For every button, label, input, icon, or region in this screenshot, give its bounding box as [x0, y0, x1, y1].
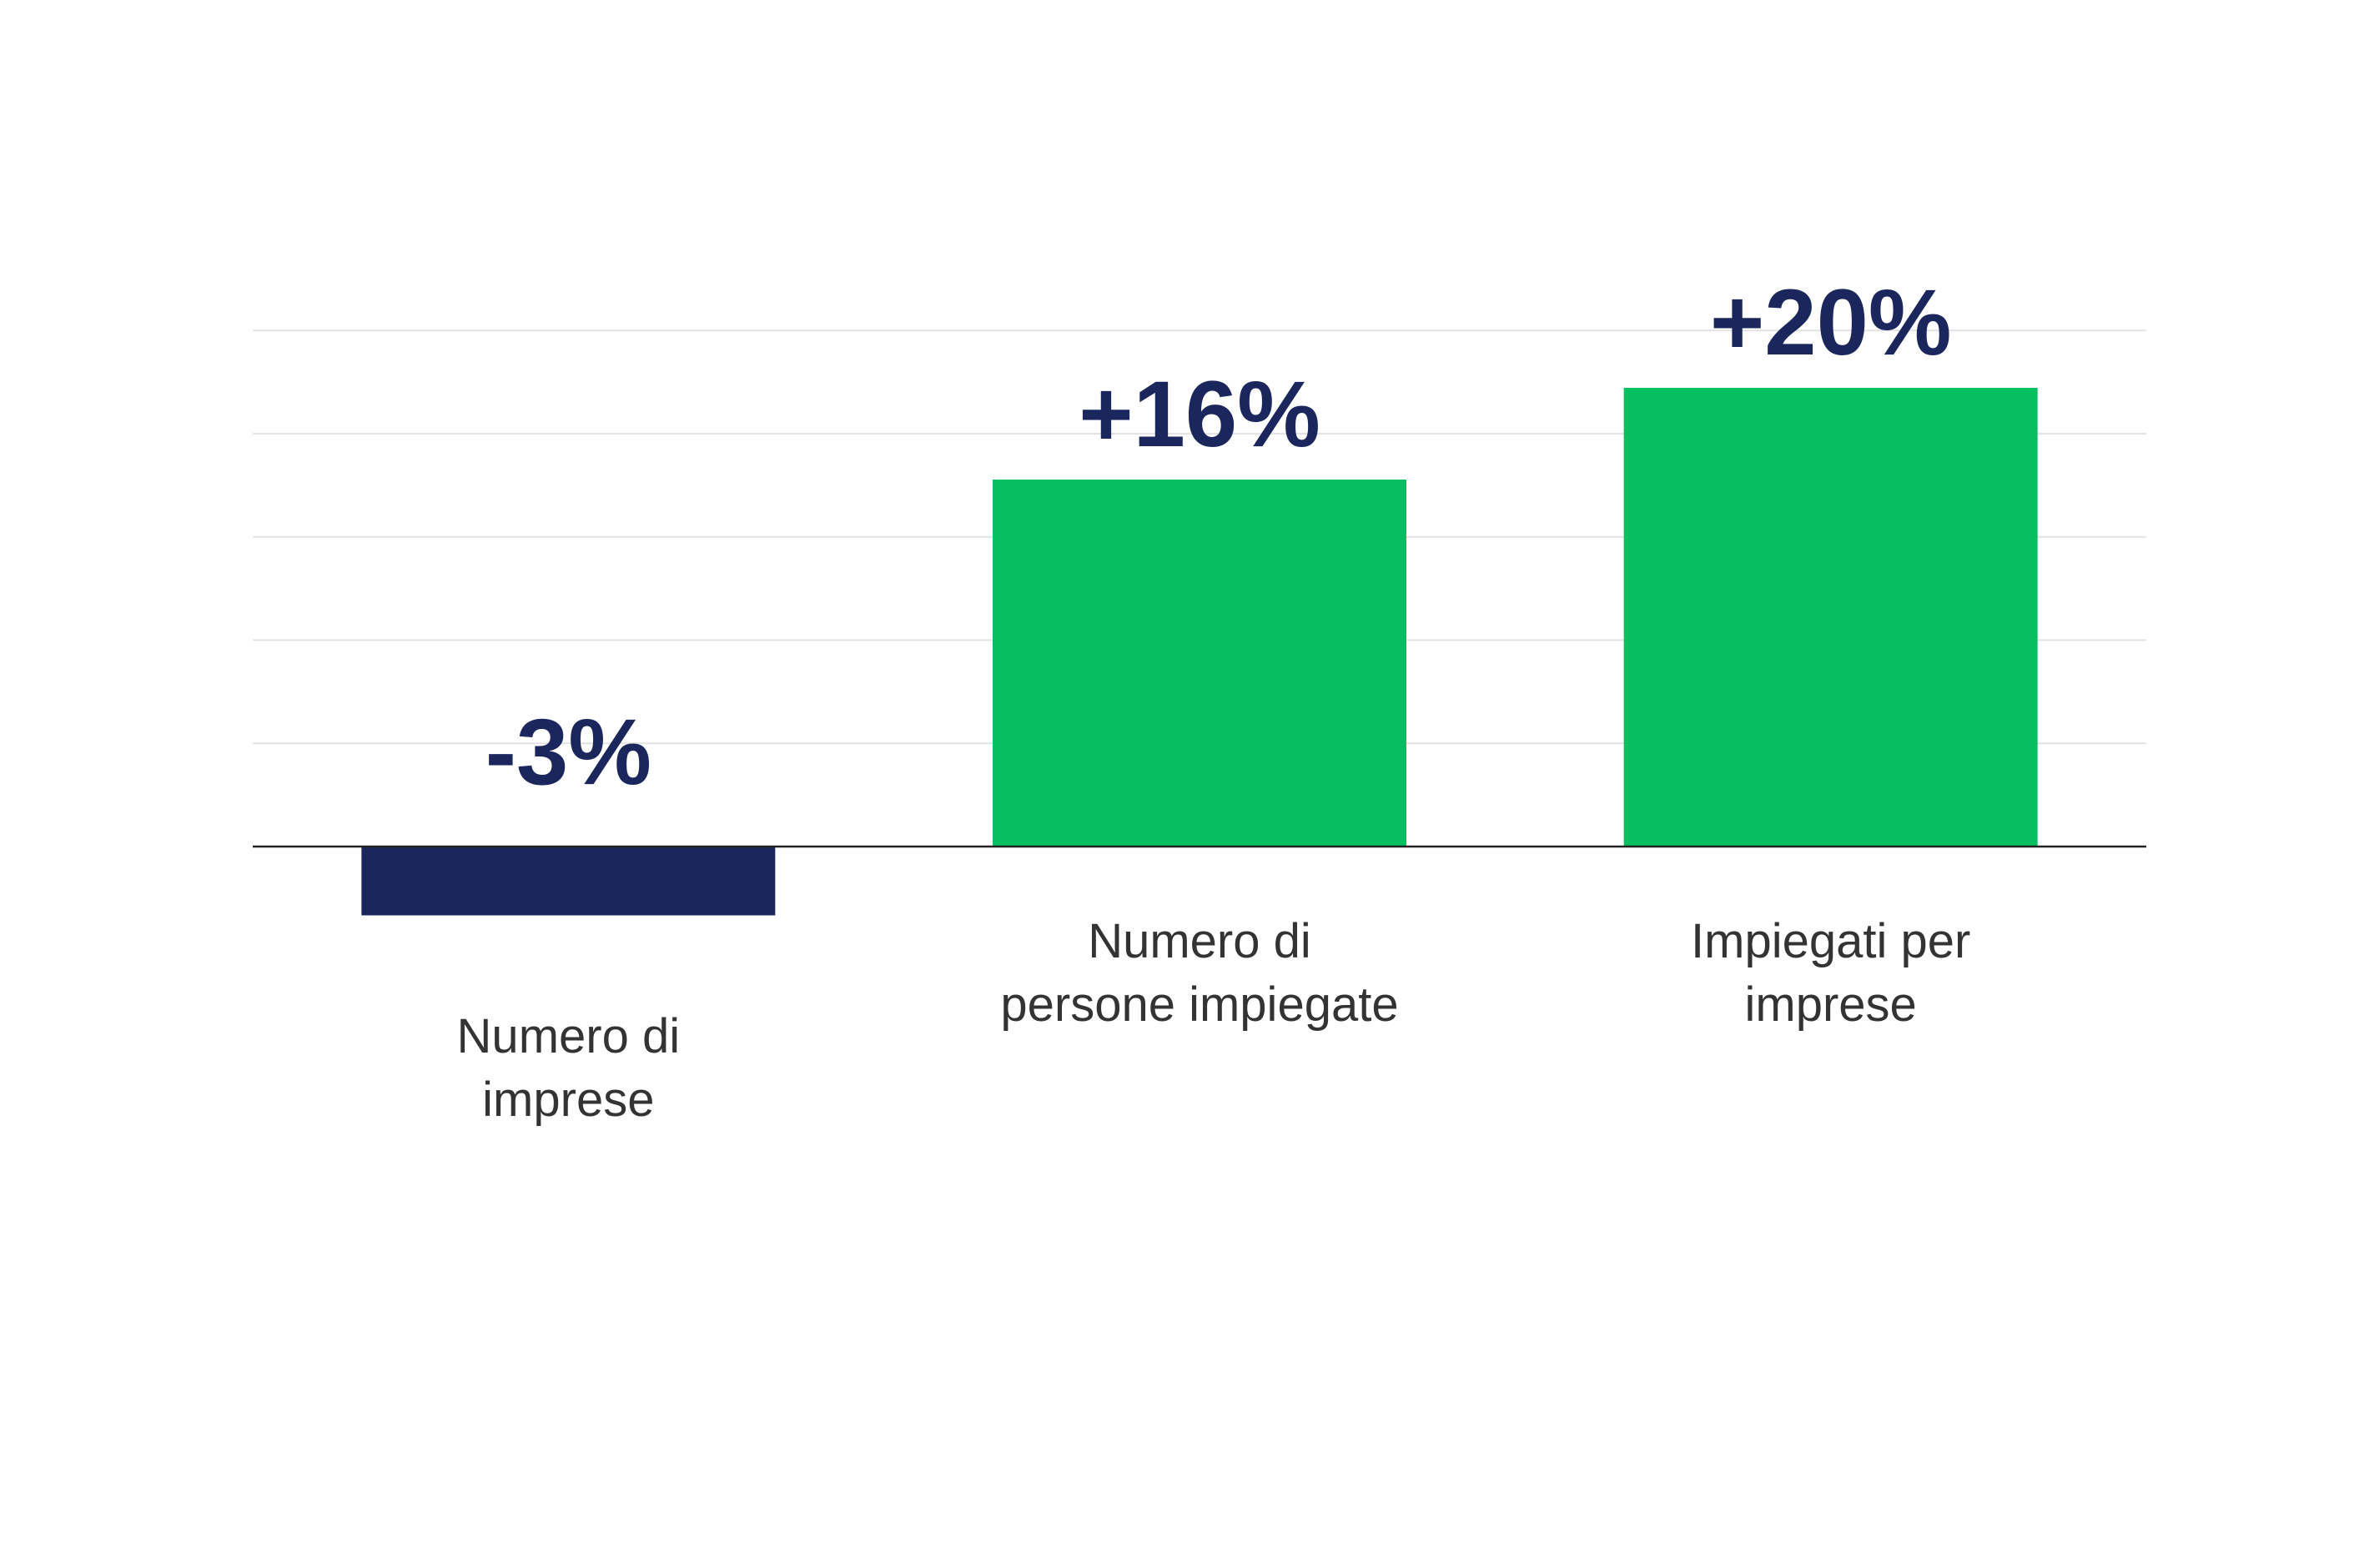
bars: [361, 388, 2038, 916]
data-label: +16%: [1079, 362, 1320, 466]
data-labels: -3% +16% +20%: [485, 270, 1952, 804]
category-label: Numero di: [1088, 914, 1311, 968]
data-label: +20%: [1710, 270, 1952, 374]
category-labels: Numero di imprese Numero di persone impiega…: [457, 914, 1971, 1127]
bar-2: [993, 480, 1406, 847]
category-label: imprese: [482, 1073, 654, 1127]
bar-1: [361, 847, 776, 916]
category-label: Impiegati per: [1691, 914, 1970, 968]
category-label: Numero di: [457, 1009, 681, 1063]
bar-3: [1623, 388, 2038, 847]
data-label: -3%: [485, 700, 651, 804]
category-label: imprese: [1745, 977, 1917, 1032]
category-label: persone impiegate: [1000, 977, 1398, 1032]
